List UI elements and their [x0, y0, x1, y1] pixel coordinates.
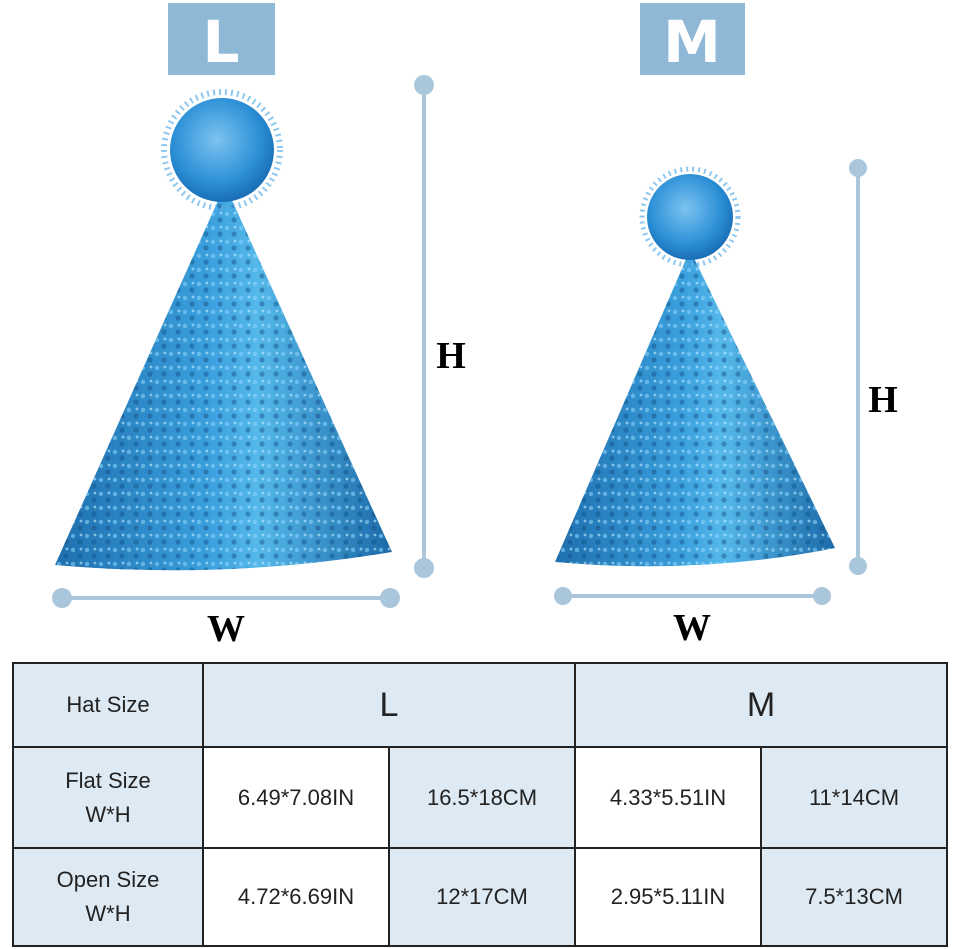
row-label-line: Flat Size [65, 767, 151, 793]
table-cell: 11*14CM [760, 746, 948, 849]
size-tag-box [168, 3, 275, 75]
width-label: W [207, 608, 245, 650]
hat-large [55, 89, 392, 571]
table-row: Flat Size W*H 6.49*7.08IN 16.5*18CM 4.33*… [12, 746, 948, 849]
row-label-line: W*H [85, 801, 131, 827]
row-label-line: Open Size [56, 867, 160, 892]
hat-medium [555, 166, 835, 567]
size-tag-box [640, 3, 745, 75]
height-label: H [436, 335, 466, 377]
header-cell: M [574, 662, 948, 748]
table-cell: 6.49*7.08IN [202, 746, 390, 849]
table-row: Open Size W*H 4.72*6.69IN 12*17CM 2.95*5.… [12, 847, 948, 947]
size-tag: L [203, 8, 240, 76]
hat-illustration: L M H W H W [52, 3, 898, 650]
table-cell: 4.33*5.51IN [574, 746, 762, 849]
header-row: Hat Size L M [12, 662, 948, 748]
row-label: Flat Size W*H [12, 746, 204, 849]
table-cell: 4.72*6.69IN [202, 847, 390, 947]
size-tag: M [663, 8, 721, 76]
size-table: Hat Size L M Flat Size W*H 6.49*7.08IN 16… [12, 662, 948, 947]
header-cell: Hat Size [12, 662, 204, 748]
width-label: W [673, 607, 711, 649]
row-label-line: W*H [85, 901, 131, 926]
table-cell: 12*17CM [388, 847, 576, 947]
table-cell: 7.5*13CM [760, 847, 948, 947]
height-label: H [868, 379, 898, 421]
dimension-lines [52, 75, 867, 608]
table-cell: 16.5*18CM [388, 746, 576, 849]
row-label: Open Size W*H [12, 847, 204, 947]
header-cell: L [202, 662, 576, 748]
table-cell: 2.95*5.11IN [574, 847, 762, 947]
